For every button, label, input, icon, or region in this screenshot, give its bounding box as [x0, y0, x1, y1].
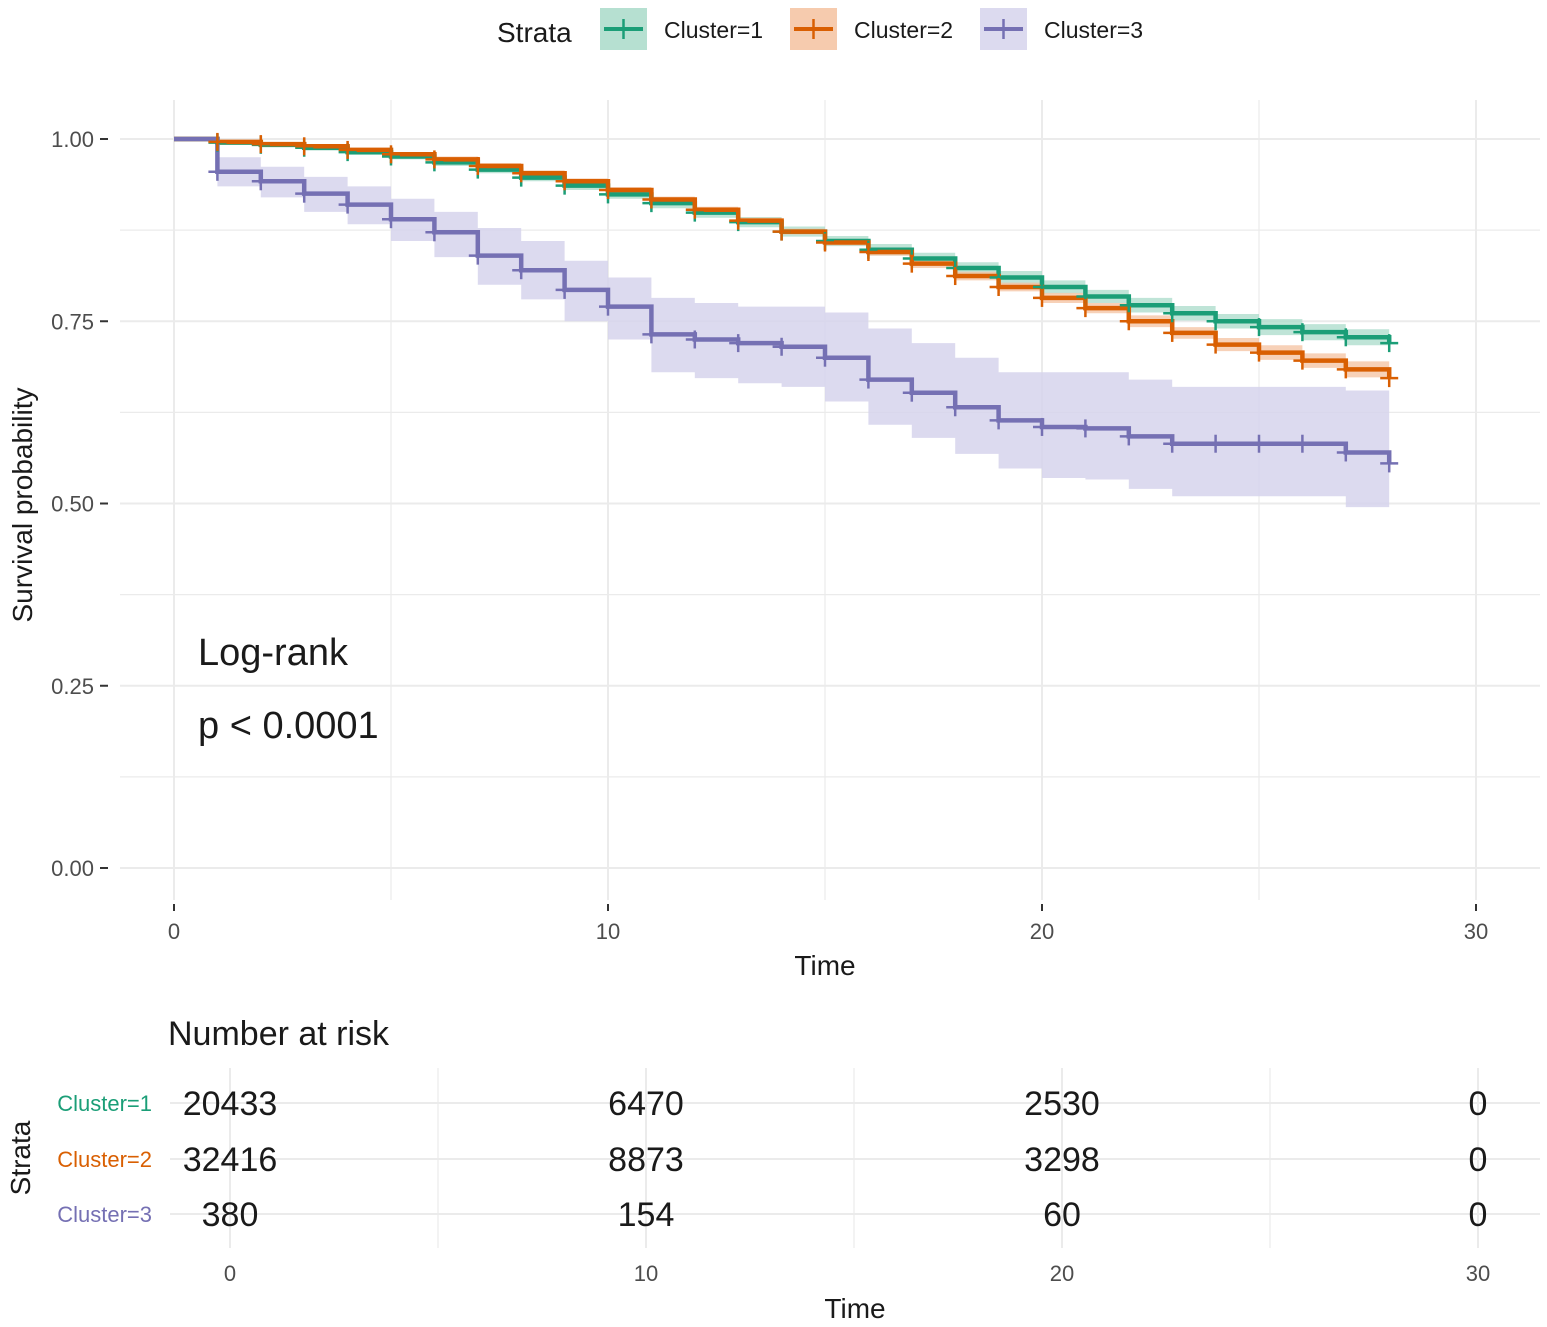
- risk-row-label-Cluster=2: Cluster=2: [57, 1147, 152, 1172]
- risk-value-Cluster=3-0: 380: [202, 1196, 259, 1234]
- legend-label-Cluster=3: Cluster=3: [1044, 17, 1143, 43]
- legend: Strata Cluster=1 Cluster=2 Cluster=3: [497, 8, 1143, 50]
- risk-value-Cluster=3-20: 60: [1043, 1196, 1081, 1234]
- risk-value-Cluster=2-20: 3298: [1024, 1141, 1100, 1179]
- risk-value-Cluster=2-30: 0: [1469, 1141, 1488, 1179]
- risk-table-title: Number at risk: [168, 1015, 390, 1053]
- risk-value-Cluster=3-30: 0: [1469, 1196, 1488, 1234]
- legend-label-Cluster=1: Cluster=1: [664, 17, 763, 43]
- legend-label-Cluster=2: Cluster=2: [854, 17, 953, 43]
- y-tick-label-0.75: 0.75: [51, 309, 94, 334]
- risk-table-grid: [170, 1068, 1540, 1248]
- censor-marks: [208, 132, 1399, 473]
- risk-value-Cluster=3-10: 154: [618, 1196, 675, 1234]
- risk-table-y-title: Strata: [5, 1120, 36, 1195]
- x-tick-label-20: 20: [1030, 919, 1054, 944]
- x-tick-label-30: 30: [1464, 919, 1488, 944]
- risk-table-x-title: Time: [824, 1293, 885, 1324]
- legend-title: Strata: [497, 17, 572, 48]
- risk-x-tick-label-30: 30: [1466, 1261, 1490, 1286]
- x-tick-label-0: 0: [168, 919, 180, 944]
- y-tick-label-0.50: 0.50: [51, 492, 94, 517]
- logrank-label: Log-rank: [198, 632, 349, 674]
- plot-gridlines: [120, 100, 1540, 900]
- risk-value-Cluster=1-30: 0: [1469, 1085, 1488, 1123]
- risk-value-Cluster=2-10: 8873: [608, 1141, 684, 1179]
- risk-value-Cluster=2-0: 32416: [183, 1141, 278, 1179]
- risk-row-label-Cluster=3: Cluster=3: [57, 1202, 152, 1227]
- y-tick-label-1.00: 1.00: [51, 127, 94, 152]
- y-tick-label-0.00: 0.00: [51, 856, 94, 881]
- risk-value-Cluster=1-0: 20433: [183, 1085, 278, 1123]
- p-value-label: p < 0.0001: [198, 705, 379, 747]
- band-Cluster=1: [174, 139, 1390, 352]
- x-axis-title: Time: [794, 950, 855, 981]
- risk-value-Cluster=1-20: 2530: [1024, 1085, 1100, 1123]
- risk-x-tick-label-10: 10: [634, 1261, 658, 1286]
- band-Cluster=3: [174, 139, 1390, 508]
- x-tick-label-10: 10: [596, 919, 620, 944]
- risk-row-label-Cluster=1: Cluster=1: [57, 1091, 152, 1116]
- risk-x-tick-label-20: 20: [1050, 1261, 1074, 1286]
- confidence-bands: [174, 139, 1390, 508]
- risk-x-tick-label-0: 0: [224, 1261, 236, 1286]
- y-tick-label-0.25: 0.25: [51, 674, 94, 699]
- y-axis-title: Survival probability: [7, 388, 38, 623]
- plot-axes: 0.00 0.25 0.50 0.75 1.00 0 10 20 30: [51, 127, 1488, 944]
- risk-table: Cluster=1 20433 6470 2530 0 Cluster=2 32416 887…: [57, 1085, 1490, 1286]
- risk-value-Cluster=1-10: 6470: [608, 1085, 684, 1123]
